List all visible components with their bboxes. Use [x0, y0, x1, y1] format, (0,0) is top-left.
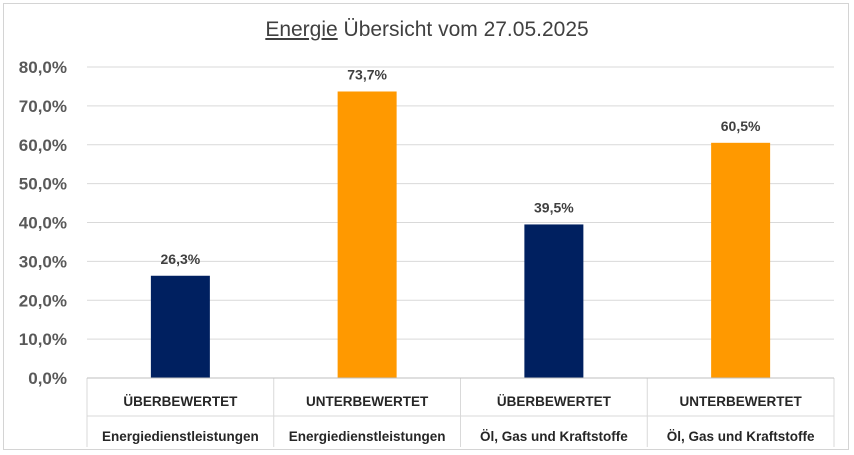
- data-label: 26,3%: [161, 251, 201, 267]
- x-tick-label-line1: ÜBERBEWERTET: [123, 394, 238, 409]
- y-tick-label: 50,0%: [19, 175, 67, 194]
- y-tick-label: 80,0%: [19, 58, 67, 77]
- bars: [150, 91, 771, 379]
- chart-title: Energie Übersicht vom 27.05.2025: [0, 18, 854, 42]
- y-tick-label: 40,0%: [19, 214, 67, 233]
- y-tick-label: 70,0%: [19, 97, 67, 116]
- x-tick-label-line2: Öl, Gas und Kraftstoffe: [480, 429, 628, 444]
- y-axis: 0,0% 10,0% 20,0% 30,0% 40,0% 50,0% 60,0% 70,0% 8…: [19, 58, 67, 388]
- x-tick-label-line2: Energiedienstleistungen: [102, 429, 259, 444]
- bar: [337, 91, 397, 379]
- data-labels: 26,3% 73,7% 39,5% 60,5%: [161, 66, 761, 266]
- x-tick-label-line1: UNTERBEWERTET: [680, 394, 803, 409]
- y-tick-label: 10,0%: [19, 330, 67, 349]
- x-tick-label-line2: Energiedienstleistungen: [289, 429, 446, 444]
- x-tick-label-line1: ÜBERBEWERTET: [497, 394, 612, 409]
- data-label: 60,5%: [721, 118, 761, 134]
- y-tick-label: 0,0%: [28, 369, 67, 388]
- bar: [711, 142, 771, 378]
- x-tick-label-line1: UNTERBEWERTET: [306, 394, 429, 409]
- data-label: 39,5%: [534, 199, 574, 215]
- bar: [150, 275, 210, 378]
- chart-title-rest: Übersicht vom 27.05.2025: [337, 18, 589, 41]
- gridlines: [87, 66, 834, 379]
- y-tick-label: 20,0%: [19, 291, 67, 310]
- bar: [524, 224, 584, 378]
- y-tick-label: 60,0%: [19, 136, 67, 155]
- x-tick-label-line2: Öl, Gas und Kraftstoffe: [667, 429, 815, 444]
- chart-title-underlined: Energie: [265, 18, 338, 41]
- data-label: 73,7%: [347, 66, 387, 82]
- x-axis: ÜBERBEWERTET Energiedienstleistungen UNTER…: [86, 377, 835, 447]
- chart-frame: [3, 3, 849, 450]
- y-tick-label: 30,0%: [19, 252, 67, 271]
